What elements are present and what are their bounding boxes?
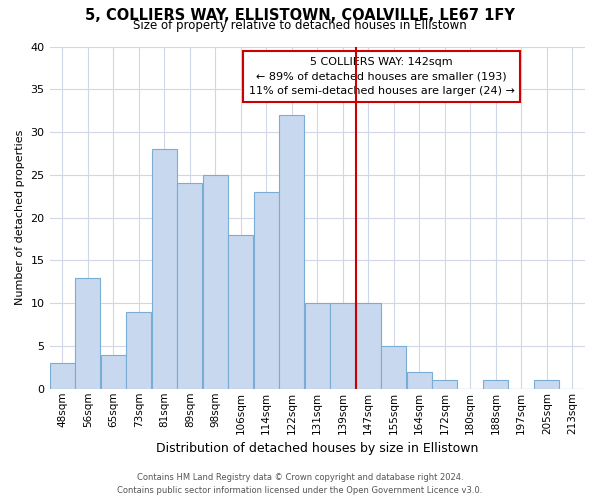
Y-axis label: Number of detached properties: Number of detached properties [15,130,25,306]
Bar [127,312,151,389]
Bar [152,149,176,389]
Bar [76,278,100,389]
Text: 5 COLLIERS WAY: 142sqm
← 89% of detached houses are smaller (193)
11% of semi-de: 5 COLLIERS WAY: 142sqm ← 89% of detached… [248,57,514,96]
Bar [229,234,253,389]
Bar [331,303,355,389]
Bar [433,380,457,389]
Bar [101,354,125,389]
Bar [382,346,406,389]
Bar [407,372,431,389]
Bar [356,303,380,389]
Text: Size of property relative to detached houses in Ellistown: Size of property relative to detached ho… [133,19,467,32]
Bar [178,184,202,389]
Bar [203,175,227,389]
Bar [484,380,508,389]
X-axis label: Distribution of detached houses by size in Ellistown: Distribution of detached houses by size … [156,442,478,455]
Text: Contains HM Land Registry data © Crown copyright and database right 2024.
Contai: Contains HM Land Registry data © Crown c… [118,473,482,495]
Bar [535,380,559,389]
Bar [50,363,74,389]
Bar [305,303,329,389]
Text: 5, COLLIERS WAY, ELLISTOWN, COALVILLE, LE67 1FY: 5, COLLIERS WAY, ELLISTOWN, COALVILLE, L… [85,8,515,22]
Bar [254,192,278,389]
Bar [280,115,304,389]
